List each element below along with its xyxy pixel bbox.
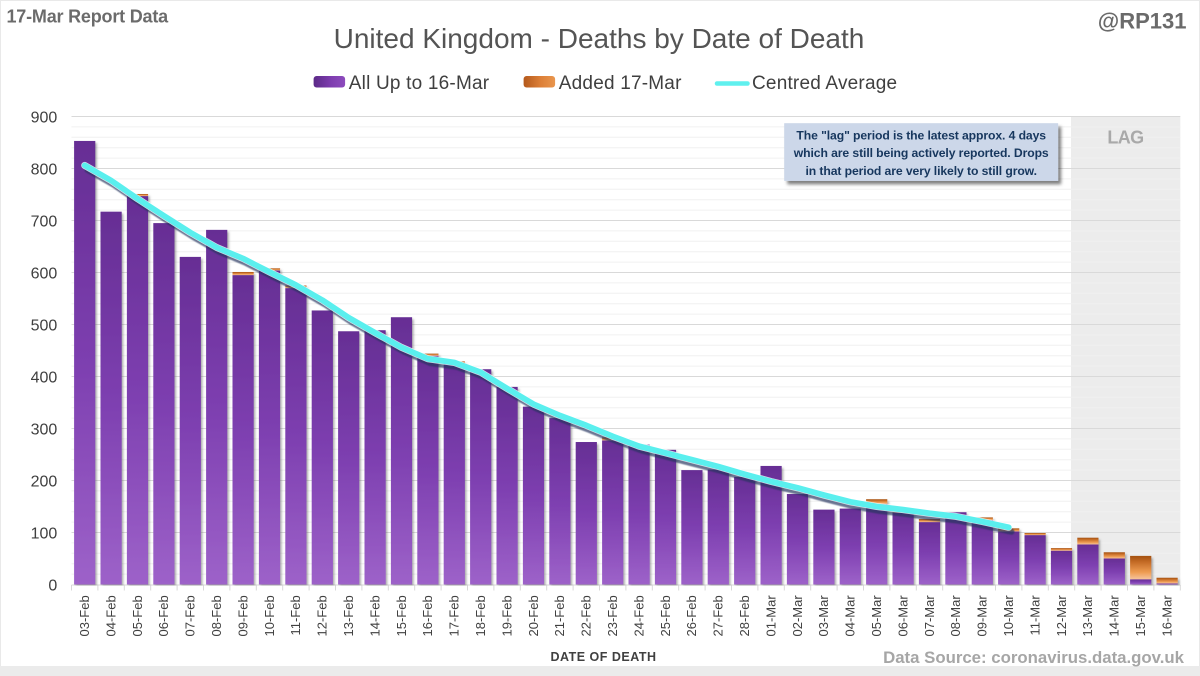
svg-text:800: 800 <box>31 162 58 179</box>
svg-text:15-Feb: 15-Feb <box>394 595 409 636</box>
svg-text:12-Feb: 12-Feb <box>315 595 330 636</box>
svg-text:United Kingdom - Deaths by Dat: United Kingdom - Deaths by Date of Death <box>334 23 865 54</box>
svg-text:Data Source: coronavirus.data.: Data Source: coronavirus.data.gov.uk <box>883 648 1185 667</box>
svg-text:25-Feb: 25-Feb <box>658 595 673 636</box>
svg-text:0: 0 <box>48 578 57 595</box>
svg-text:17-Mar Report Data: 17-Mar Report Data <box>7 7 170 27</box>
svg-text:14-Mar: 14-Mar <box>1107 595 1122 637</box>
svg-text:100: 100 <box>31 526 58 543</box>
svg-text:All Up to 16-Mar: All Up to 16-Mar <box>349 73 490 94</box>
svg-text:01-Mar: 01-Mar <box>763 595 778 637</box>
svg-text:12-Mar: 12-Mar <box>1054 595 1069 637</box>
svg-text:700: 700 <box>31 214 58 231</box>
svg-text:03-Mar: 03-Mar <box>816 595 831 637</box>
svg-text:08-Mar: 08-Mar <box>948 595 963 637</box>
svg-text:03-Feb: 03-Feb <box>77 595 92 636</box>
svg-text:LAG: LAG <box>1107 128 1143 148</box>
svg-text:21-Feb: 21-Feb <box>552 595 567 636</box>
svg-text:05-Mar: 05-Mar <box>869 595 884 637</box>
svg-text:23-Feb: 23-Feb <box>605 595 620 636</box>
svg-text:02-Mar: 02-Mar <box>790 595 805 637</box>
svg-text:900: 900 <box>31 110 58 127</box>
svg-text:07-Feb: 07-Feb <box>183 595 198 636</box>
svg-text:10-Mar: 10-Mar <box>1001 595 1016 637</box>
svg-text:200: 200 <box>31 474 58 491</box>
svg-text:04-Mar: 04-Mar <box>843 595 858 637</box>
svg-text:18-Feb: 18-Feb <box>473 595 488 636</box>
svg-text:15-Mar: 15-Mar <box>1133 595 1148 637</box>
svg-text:22-Feb: 22-Feb <box>579 595 594 636</box>
svg-text:28-Feb: 28-Feb <box>737 595 752 636</box>
svg-text:13-Feb: 13-Feb <box>341 595 356 636</box>
svg-text:09-Mar: 09-Mar <box>975 595 990 637</box>
svg-text:300: 300 <box>31 422 58 439</box>
svg-text:500: 500 <box>31 318 58 335</box>
svg-text:24-Feb: 24-Feb <box>631 595 646 636</box>
svg-text:DATE OF DEATH: DATE OF DEATH <box>550 650 656 664</box>
svg-text:600: 600 <box>31 266 58 283</box>
svg-text:20-Feb: 20-Feb <box>526 595 541 636</box>
svg-text:Centred Average: Centred Average <box>752 73 897 94</box>
svg-text:08-Feb: 08-Feb <box>209 595 224 636</box>
svg-text:11-Mar: 11-Mar <box>1027 595 1042 636</box>
svg-text:06-Mar: 06-Mar <box>895 595 910 637</box>
svg-text:@RP131: @RP131 <box>1098 8 1187 33</box>
svg-text:400: 400 <box>31 370 58 387</box>
svg-text:13-Mar: 13-Mar <box>1080 595 1095 637</box>
svg-text:11-Feb: 11-Feb <box>288 595 303 635</box>
svg-text:09-Feb: 09-Feb <box>235 595 250 636</box>
svg-text:19-Feb: 19-Feb <box>499 595 514 636</box>
svg-text:which are still being actively: which are still being actively reported.… <box>793 146 1049 160</box>
svg-text:The "lag" period is the latest: The "lag" period is the latest approx. 4… <box>796 128 1046 142</box>
svg-text:10-Feb: 10-Feb <box>262 595 277 636</box>
svg-text:16-Mar: 16-Mar <box>1159 595 1174 637</box>
svg-text:05-Feb: 05-Feb <box>130 595 145 636</box>
svg-text:16-Feb: 16-Feb <box>420 595 435 636</box>
svg-text:in that period are very likely: in that period are very likely to still … <box>805 164 1036 178</box>
svg-text:07-Mar: 07-Mar <box>922 595 937 637</box>
svg-text:04-Feb: 04-Feb <box>103 595 118 636</box>
svg-text:26-Feb: 26-Feb <box>684 595 699 636</box>
svg-text:27-Feb: 27-Feb <box>711 595 726 636</box>
svg-text:06-Feb: 06-Feb <box>156 595 171 636</box>
svg-text:14-Feb: 14-Feb <box>367 595 382 636</box>
svg-text:17-Feb: 17-Feb <box>447 595 462 636</box>
svg-text:Added 17-Mar: Added 17-Mar <box>559 73 682 94</box>
